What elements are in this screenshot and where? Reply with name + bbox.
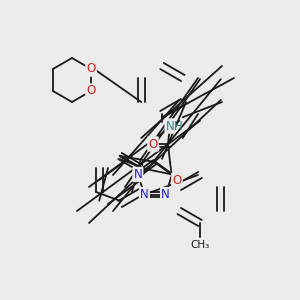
Text: N: N xyxy=(140,188,149,201)
Text: O: O xyxy=(148,137,158,151)
Text: CH₃: CH₃ xyxy=(190,240,210,250)
Text: O: O xyxy=(172,173,182,187)
Text: O: O xyxy=(86,85,96,98)
Text: N: N xyxy=(134,168,142,181)
Text: N: N xyxy=(161,188,170,201)
Text: H: H xyxy=(174,119,182,133)
Text: N: N xyxy=(166,119,174,133)
Text: O: O xyxy=(86,62,96,76)
